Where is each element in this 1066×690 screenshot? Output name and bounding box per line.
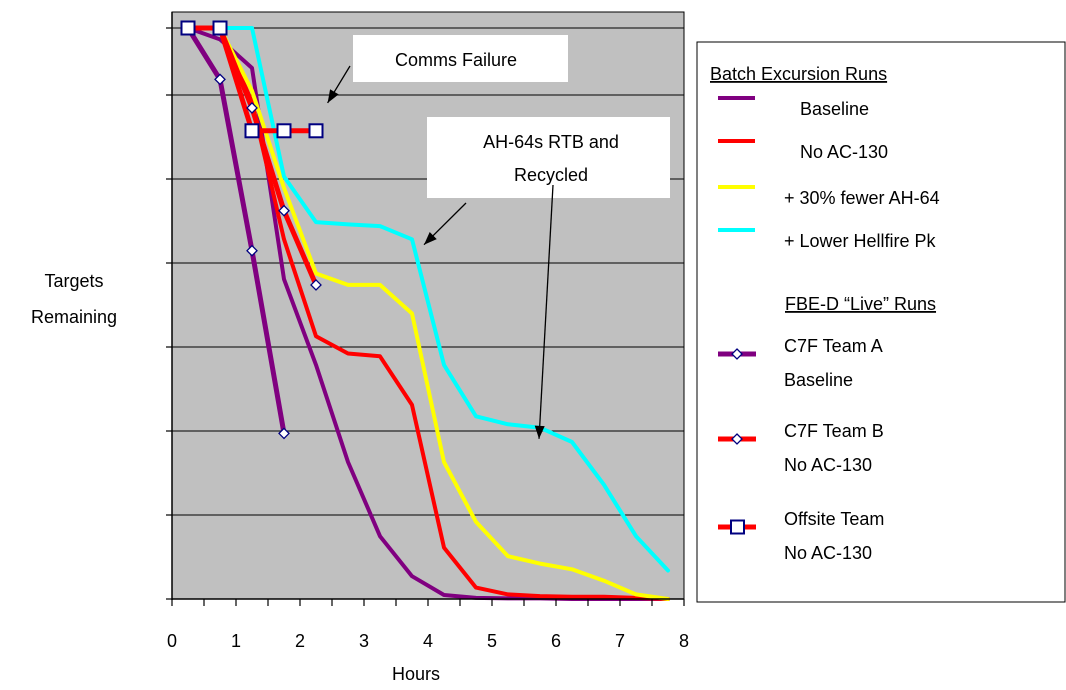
rtb-label-line2: Recycled: [514, 165, 588, 185]
y-axis-title-line2: Remaining: [31, 307, 117, 327]
rtb-arrow-2-shaft: [538, 184, 554, 439]
data-point-diamond: [278, 427, 290, 440]
x-tick-label: 4: [423, 631, 433, 651]
legend-label-line1: Offsite Team: [784, 509, 884, 529]
data-point-square: [180, 20, 196, 36]
axes: 0 1 2 3 4 5 6 7 8 Hours Targets Remaining: [31, 12, 689, 684]
legend-label: Baseline: [800, 99, 869, 119]
legend-marker-square: [730, 519, 745, 535]
series-line-4: [185, 25, 287, 436]
series-line-2: [186, 26, 670, 601]
x-tick-label: 6: [551, 631, 561, 651]
legend-live-heading: FBE-D “Live” Runs: [785, 294, 936, 314]
x-tick-label: 1: [231, 631, 241, 651]
x-tick-label: 2: [295, 631, 305, 651]
series-line-1: [186, 26, 670, 601]
legend-label-line1: C7F Team A: [784, 336, 883, 356]
x-axis-title: Hours: [392, 664, 440, 684]
legend-batch-heading: Batch Excursion Runs: [710, 64, 887, 84]
series-line-3: [186, 26, 670, 573]
legend-marker-diamond: [731, 348, 743, 360]
data-point-square: [276, 123, 292, 139]
x-tick-label: 8: [679, 631, 689, 651]
legend-label-line2: No AC-130: [784, 455, 872, 475]
legend-label-line2: Baseline: [784, 370, 853, 390]
data-point-square: [308, 123, 324, 139]
x-tick-label: 3: [359, 631, 369, 651]
comms-failure-arrow-head: [327, 89, 339, 103]
legend-label: + 30% fewer AH-64: [784, 188, 940, 208]
legend-marker-diamond: [731, 433, 743, 445]
legend-box: [696, 41, 1066, 603]
comms-failure-label: Comms Failure: [395, 50, 517, 70]
rtb-arrow-2-head: [534, 425, 545, 439]
data-point-square: [212, 20, 228, 36]
legend-label-line2: No AC-130: [784, 543, 872, 563]
x-tick-label: 5: [487, 631, 497, 651]
plot-area: [171, 11, 685, 601]
data-point-diamond: [310, 279, 322, 291]
data-point-diamond: [246, 102, 258, 114]
data-point-diamond: [278, 204, 290, 217]
x-tick-label: 7: [615, 631, 625, 651]
comms-failure-box: [353, 35, 568, 82]
rtb-arrow-1-head: [424, 231, 437, 245]
legend: Batch Excursion Runs Baseline No AC-130 + 3…: [696, 41, 1066, 603]
data-point-diamond: [214, 73, 226, 86]
data-point-diamond: [246, 244, 258, 257]
legend-label-line1: C7F Team B: [784, 421, 884, 441]
x-tick-label: 0: [167, 631, 177, 651]
rtb-label-line1: AH-64s RTB and: [483, 132, 619, 152]
rtb-box: [427, 117, 670, 198]
legend-label: No AC-130: [800, 142, 888, 162]
data-point-square: [244, 123, 260, 139]
legend-label: + Lower Hellfire Pk: [784, 231, 937, 251]
y-axis-title-line1: Targets: [44, 271, 103, 291]
annotations: Comms Failure AH-64s RTB and Recycled: [327, 35, 670, 439]
